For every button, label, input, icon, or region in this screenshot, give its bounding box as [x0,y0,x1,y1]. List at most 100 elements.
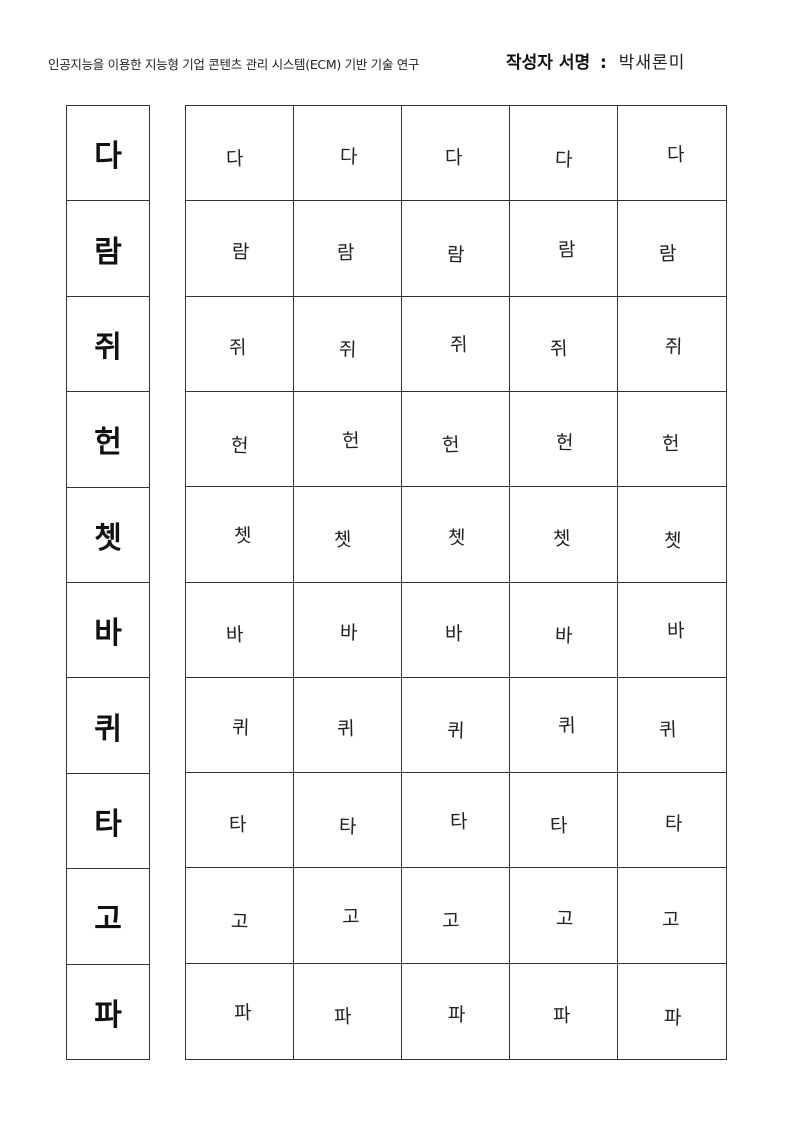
handwritten-char: 쥐 [338,338,359,362]
handwriting-sample-cell: 다 [294,106,402,202]
handwriting-sample-cell: 고 [402,868,510,964]
handwriting-sample-cell: 바 [510,582,618,678]
handwriting-sample-cell: 쳇 [402,487,510,583]
handwriting-sample-cell: 고 [510,868,618,964]
reference-char-cell: 고 [67,869,149,965]
handwritten-char: 파 [553,1004,572,1028]
page-header: 인공지능을 이용한 지능형 기업 콘텐츠 관리 시스템(ECM) 기반 기술 연… [48,48,748,76]
handwritten-char: 람 [658,242,678,266]
handwriting-sample-cell: 쥐 [402,296,510,392]
handwritten-char: 파 [663,1006,683,1030]
handwritten-char: 람 [446,243,467,267]
reference-char-cell: 헌 [67,392,149,488]
handwritten-char: 고 [441,909,462,933]
handwriting-sample-cell: 퀴 [186,677,294,774]
handwritten-char: 헌 [555,431,575,454]
signature-separator: : [600,53,607,73]
handwriting-sample-cell: 타 [510,773,618,869]
handwritten-char: 람 [231,240,251,264]
handwriting-sample-cell: 파 [402,963,510,1059]
reference-char-cell: 쳇 [67,488,149,584]
handwritten-char: 쥐 [229,337,248,360]
handwritten-char: 퀴 [658,719,678,742]
handwriting-sample-cell: 헌 [402,391,510,488]
handwritten-char: 바 [225,623,246,647]
handwriting-sample-cell: 퀴 [294,677,402,774]
document-title: 인공지능을 이용한 지능형 기업 콘텐츠 관리 시스템(ECM) 기반 기술 연… [48,57,420,72]
handwriting-sample-cell: 헌 [186,391,294,488]
handwritten-char: 바 [445,622,464,646]
handwritten-char: 고 [230,910,251,934]
signature-block: 작성자 서명 : 박새론미 [506,48,685,73]
handwriting-sample-cell: 쳇 [294,487,402,583]
handwritten-char: 타 [549,814,570,838]
handwriting-sample-cell: 쳇 [186,487,294,583]
handwriting-sample-cell: 고 [294,868,402,964]
handwritten-char: 헌 [230,434,251,457]
handwriting-sample-cell: 헌 [294,391,402,488]
handwriting-sample-cell: 퀴 [618,678,726,774]
reference-char-cell: 바 [67,583,149,679]
handwriting-sample-cell: 바 [294,582,402,678]
handwriting-sample-cell: 파 [186,963,294,1059]
handwritten-char: 파 [447,1003,467,1027]
handwritten-char: 고 [661,908,681,932]
reference-char-cell: 퀴 [67,678,149,774]
reference-char-cell: 다 [67,106,149,202]
handwritten-char: 타 [450,810,470,833]
reference-char-cell: 쥐 [67,297,149,393]
handwritten-char: 헌 [441,433,462,456]
handwriting-sample-cell: 고 [618,868,726,964]
handwritten-char: 고 [555,907,575,931]
handwriting-sample-cell: 바 [618,583,726,678]
handwritten-char: 퀴 [446,720,467,743]
handwriting-sample-cell: 바 [186,582,294,678]
handwritten-char: 다 [225,147,246,170]
handwriting-sample-cell: 쥐 [618,297,726,392]
handwriting-sample-cell: 타 [186,773,294,869]
handwritten-char: 바 [554,624,575,648]
handwriting-sample-cell: 람 [186,201,294,297]
handwriting-sample-cell: 바 [402,582,510,678]
handwritten-char: 타 [229,813,248,836]
handwritten-char: 바 [666,619,686,643]
handwritten-char: 쳇 [663,529,683,553]
handwritten-char: 쥐 [664,335,684,359]
handwriting-sample-cell: 퀴 [402,677,510,774]
handwritten-char: 타 [338,815,359,839]
handwriting-sample-cell: 파 [618,964,726,1059]
reference-char-cell: 람 [67,201,149,297]
handwriting-sample-cell: 퀴 [510,677,618,774]
handwritten-char: 쥐 [549,337,570,361]
handwritten-char: 다 [666,143,686,166]
handwritten-char: 타 [664,812,684,835]
handwriting-sample-cell: 다 [510,106,618,202]
handwritten-char: 퀴 [558,715,578,738]
handwritten-char: 다 [339,145,359,168]
handwriting-sample-cell: 헌 [618,392,726,488]
handwriting-sample-cell: 헌 [510,391,618,488]
handwriting-sample-cell: 쥐 [186,296,294,392]
handwriting-sample-cell: 람 [618,201,726,297]
handwritten-char: 고 [342,905,362,929]
handwritten-char: 다 [445,146,464,169]
handwritten-char: 다 [554,148,575,171]
handwritten-char: 파 [234,1001,254,1025]
handwriting-sample-cell: 다 [186,106,294,202]
handwriting-sample-cell: 타 [402,773,510,869]
handwritten-char: 람 [558,238,578,262]
handwritten-char: 퀴 [337,718,356,741]
handwritten-char: 쳇 [333,528,354,552]
handwriting-sample-cell: 다 [618,106,726,202]
reference-char-cell: 타 [67,774,149,870]
handwriting-sample-cell: 람 [402,201,510,297]
handwritten-char: 헌 [661,432,681,455]
handwritten-char: 헌 [342,429,362,452]
handwritten-char: 퀴 [231,717,251,740]
signer-name: 박새론미 [618,53,686,73]
handwriting-sample-cell: 쳇 [510,487,618,583]
handwritten-char: 쥐 [450,333,470,357]
handwriting-sample-cell: 타 [294,773,402,869]
